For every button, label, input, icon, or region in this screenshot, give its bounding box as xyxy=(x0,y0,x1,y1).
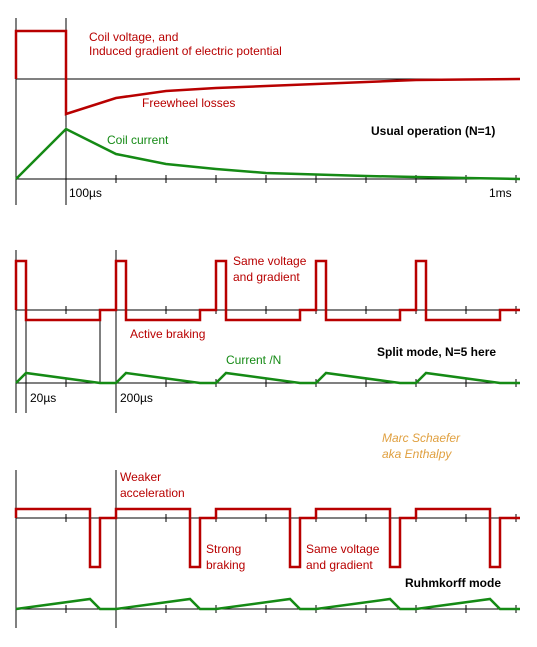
time-label-1ms: 1ms xyxy=(489,186,512,200)
same-voltage-label-line2: and gradient xyxy=(233,270,300,284)
ruhmkorff-current-wave xyxy=(15,597,520,611)
mode-label-split: Split mode, N=5 here xyxy=(377,345,496,359)
panel-ruhmkorff-mode: Weaker acceleration Strong braking Same … xyxy=(14,470,520,628)
freewheel-losses-label: Freewheel losses xyxy=(142,96,235,110)
voltage-label-line2: Induced gradient of electric potential xyxy=(89,44,282,58)
coil-current-label: Coil current xyxy=(107,133,169,147)
time-label-20us: 20µs xyxy=(30,391,56,405)
voltage-label-line1: Coil voltage, and xyxy=(89,30,178,44)
author-alias: aka Enthalpy xyxy=(382,447,452,461)
weaker-acceleration-label-line2: acceleration xyxy=(120,486,185,500)
panel-split-mode: Same voltage and gradient Active braking… xyxy=(14,250,520,413)
same-voltage-label-line1: Same voltage xyxy=(233,254,307,268)
time-ticks xyxy=(65,306,517,387)
time-label-100us: 100µs xyxy=(69,186,102,200)
ruhmkorff-voltage-wave xyxy=(14,507,520,569)
active-braking-label: Active braking xyxy=(130,327,205,341)
mode-label-usual: Usual operation (N=1) xyxy=(371,124,495,138)
mode-label-ruhmkorff: Ruhmkorff mode xyxy=(405,576,501,590)
weaker-acceleration-label-line1: Weaker xyxy=(120,470,161,484)
split-current-wave xyxy=(15,371,520,385)
coil-voltage-wave xyxy=(14,29,521,116)
panel-usual-operation: Coil voltage, and Induced gradient of el… xyxy=(14,18,521,205)
same-voltage-label-line1: Same voltage xyxy=(306,542,380,556)
split-voltage-wave xyxy=(14,259,520,322)
current-per-n-label: Current /N xyxy=(226,353,281,367)
strong-braking-label-line2: braking xyxy=(206,558,245,572)
coil-current-wave xyxy=(15,127,521,181)
same-voltage-label-line2: and gradient xyxy=(306,558,373,572)
strong-braking-label-line1: Strong xyxy=(206,542,241,556)
author-credit: Marc Schaefer aka Enthalpy xyxy=(382,431,461,461)
author-name: Marc Schaefer xyxy=(382,431,461,445)
time-label-200us: 200µs xyxy=(120,391,153,405)
